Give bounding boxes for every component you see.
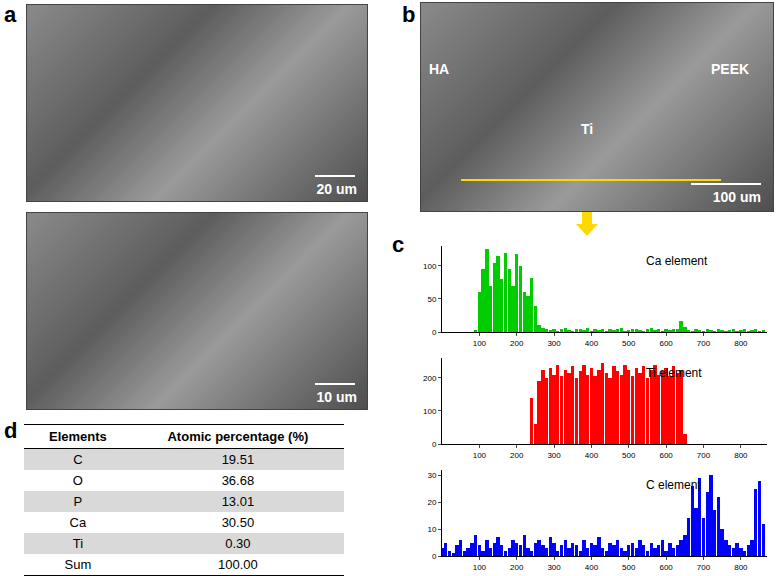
svg-text:0: 0: [432, 440, 437, 449]
svg-text:500: 500: [622, 339, 636, 348]
html-text:b: b: [402, 2, 416, 27]
svg-text:300: 300: [547, 563, 561, 572]
html-text:10 um: 10 um: [316, 389, 357, 405]
html-text:30.50: 30.50: [221, 515, 255, 530]
html-text:HA: HA: [429, 61, 450, 77]
svg-text:800: 800: [734, 451, 748, 460]
html-text:a: a: [4, 2, 17, 27]
svg-text:400: 400: [585, 339, 599, 348]
html-text:C: C: [73, 452, 83, 467]
svg-text:600: 600: [659, 563, 673, 572]
svg-text:800: 800: [734, 339, 748, 348]
svg-text:600: 600: [659, 451, 673, 460]
html-text:Ti: Ti: [581, 121, 594, 137]
svg-text:Ca element: Ca element: [646, 254, 708, 268]
html-text:Ca: Ca: [69, 515, 87, 530]
svg-text:200: 200: [510, 339, 524, 348]
svg-text:20: 20: [427, 498, 436, 507]
svg-text:400: 400: [585, 563, 599, 572]
html-text:0.30: 0.30: [225, 536, 251, 551]
html-text:Ti: Ti: [72, 536, 84, 551]
svg-text:600: 600: [659, 339, 673, 348]
html-text:d: d: [4, 418, 18, 443]
svg-text:0: 0: [432, 328, 437, 337]
html-text:100 um: 100 um: [712, 189, 761, 205]
html-text:Atomic percentage (%): Atomic percentage (%): [167, 429, 309, 444]
html-text:100.00: 100.00: [218, 557, 258, 572]
svg-text:100: 100: [423, 262, 437, 271]
svg-text:800: 800: [734, 563, 748, 572]
svg-text:300: 300: [547, 451, 561, 460]
html-text:P: P: [73, 494, 83, 509]
html-text:20 um: 20 um: [316, 181, 357, 197]
html-text:Sum: Sum: [64, 557, 92, 572]
svg-text:100: 100: [423, 407, 437, 416]
svg-text:700: 700: [697, 339, 711, 348]
svg-text:100: 100: [473, 339, 487, 348]
html-text:O: O: [72, 473, 83, 488]
html-text:36.68: 36.68: [221, 473, 255, 488]
svg-text:10: 10: [427, 525, 436, 534]
svg-text:50: 50: [427, 295, 436, 304]
svg-text:Ti element: Ti element: [646, 366, 702, 380]
svg-text:700: 700: [697, 563, 711, 572]
svg-text:500: 500: [622, 451, 636, 460]
svg-text:300: 300: [547, 339, 561, 348]
html-text:13.01: 13.01: [221, 494, 255, 509]
svg-text:200: 200: [510, 451, 524, 460]
svg-text:30: 30: [427, 471, 436, 480]
svg-text:700: 700: [697, 451, 711, 460]
svg-text:400: 400: [585, 451, 599, 460]
svg-text:200: 200: [510, 563, 524, 572]
svg-text:200: 200: [423, 374, 437, 383]
svg-text:100: 100: [473, 563, 487, 572]
svg-text:100: 100: [473, 451, 487, 460]
html-text:c: c: [392, 232, 405, 257]
svg-text:0: 0: [432, 552, 437, 561]
html-text:PEEK: PEEK: [711, 61, 750, 77]
html-text:19.51: 19.51: [221, 452, 255, 467]
svg-text:C element: C element: [646, 478, 701, 492]
html-text:Elements: Elements: [49, 429, 107, 444]
svg-text:500: 500: [622, 563, 636, 572]
